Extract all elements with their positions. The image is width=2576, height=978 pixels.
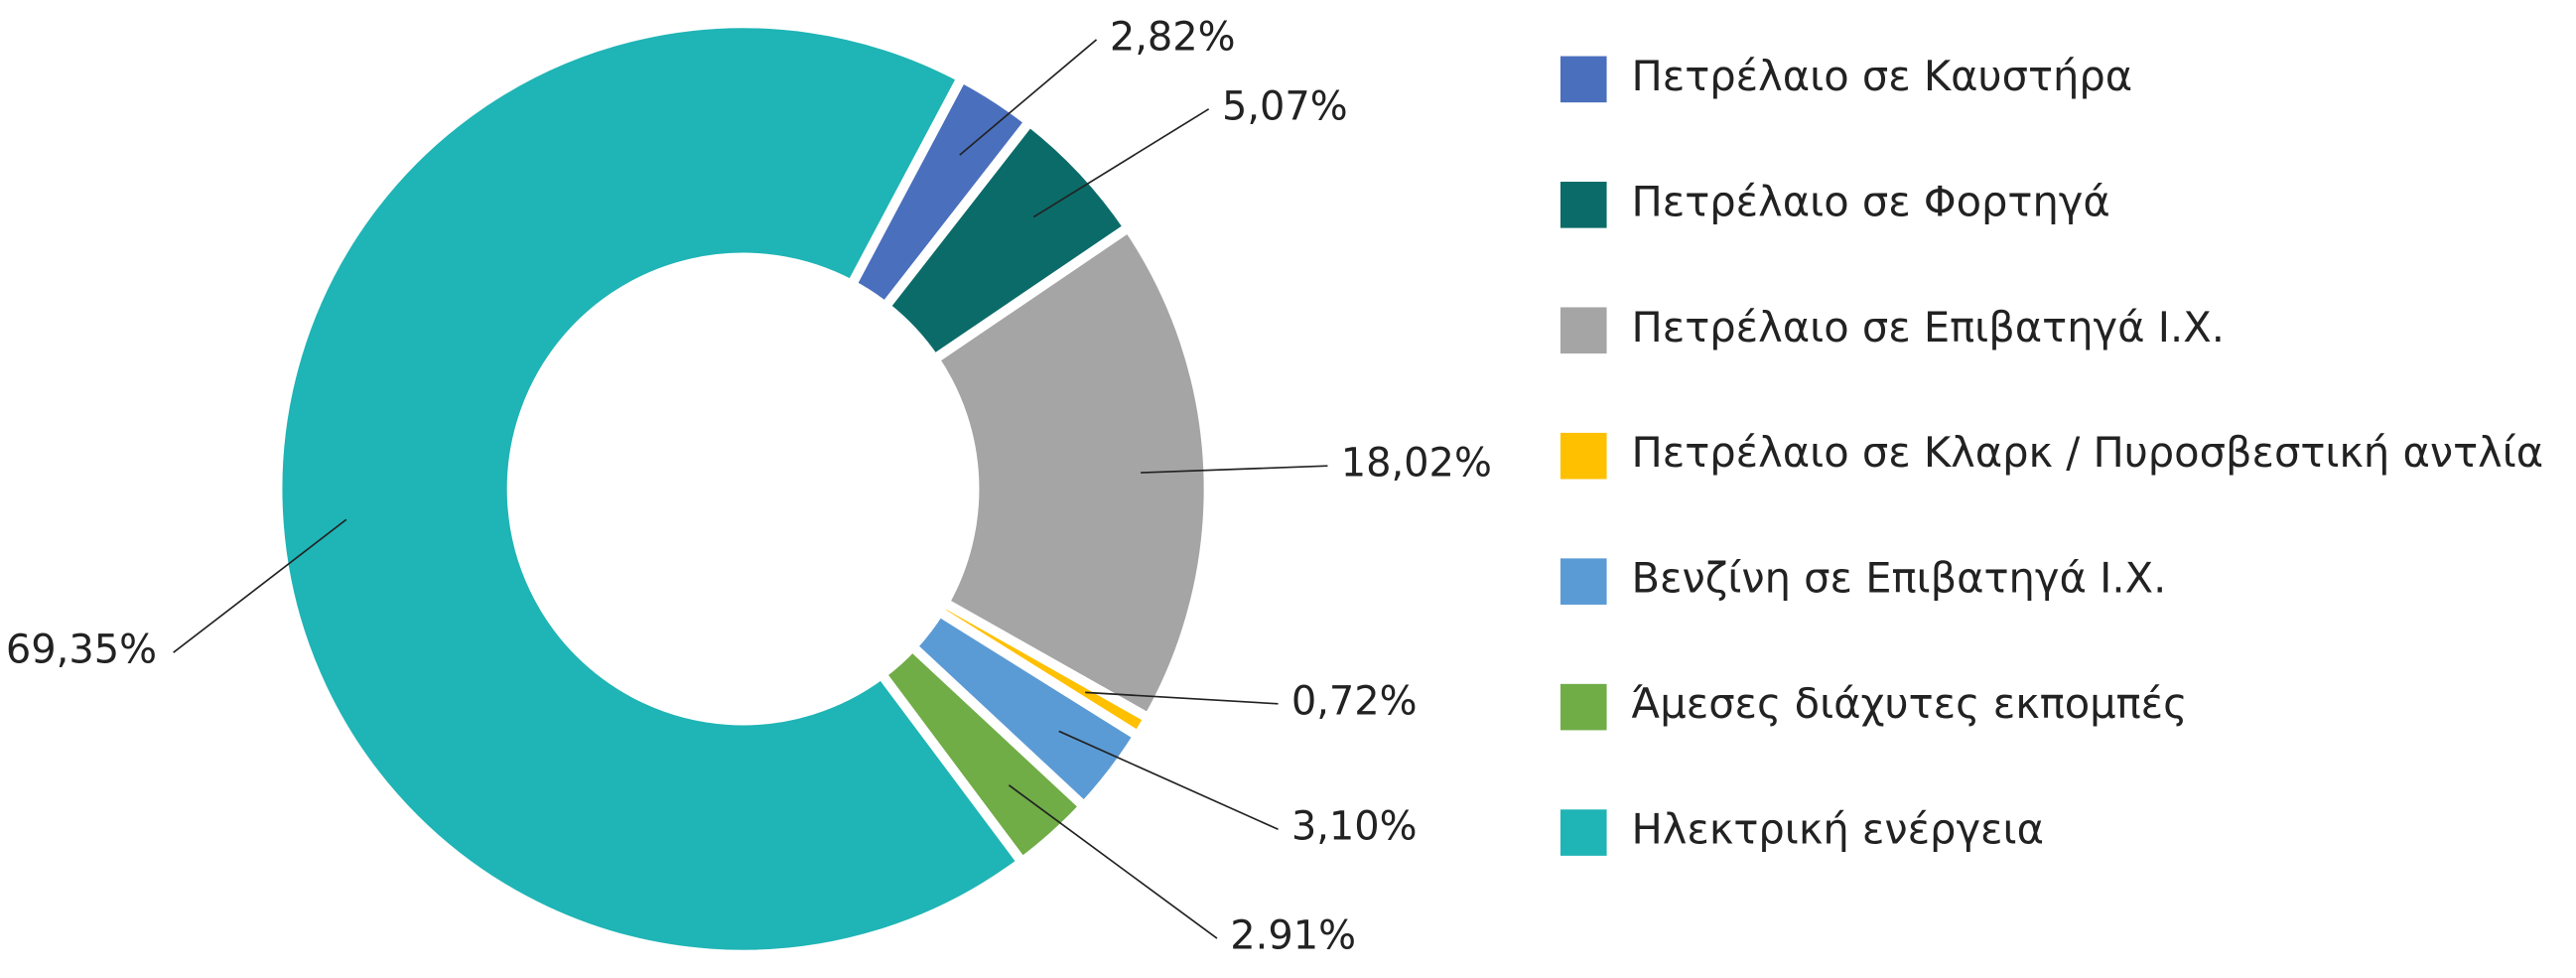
data-label: 5,07% (1222, 83, 1348, 129)
leader-line (173, 518, 347, 653)
leader-line (1141, 465, 1328, 474)
leader-line (1032, 108, 1210, 218)
legend-swatch (1559, 683, 1607, 731)
legend-label: Πετρέλαιο σε Κλαρκ / Πυροσβεστική αντλία (1632, 428, 2544, 477)
leader-line (959, 39, 1098, 156)
legend-swatch (1559, 307, 1607, 354)
data-label: 2.91% (1230, 913, 1356, 959)
donut-segment (927, 220, 1214, 726)
data-label: 3,10% (1291, 804, 1418, 850)
leader-line (1085, 691, 1279, 705)
leader-line (1008, 784, 1218, 939)
legend-swatch (1559, 56, 1607, 103)
data-label: 69,35% (6, 628, 157, 673)
data-label: 18,02% (1341, 441, 1492, 487)
donut-segment (272, 18, 1029, 960)
data-label: 2,82% (1110, 14, 1236, 60)
leader-line (1058, 730, 1279, 831)
legend-label: Πετρέλαιο σε Επιβατηγά Ι.Χ. (1632, 303, 2225, 351)
legend-label: Ηλεκτρική ενέργεια (1632, 805, 2044, 854)
legend-label: Πετρέλαιο σε Καυστήρα (1632, 52, 2133, 100)
legend-swatch (1559, 558, 1607, 605)
legend-swatch (1559, 432, 1607, 480)
legend-swatch (1559, 182, 1607, 228)
legend-label: Βενζίνη σε Επιβατηγά Ι.Χ. (1632, 554, 2167, 603)
data-label: 0,72% (1291, 678, 1418, 724)
legend-label: Άμεσες διάχυτες εκπομπές (1632, 679, 2188, 728)
legend-label: Πετρέλαιο σε Φορτηγά (1632, 177, 2110, 225)
legend-swatch (1559, 809, 1607, 856)
